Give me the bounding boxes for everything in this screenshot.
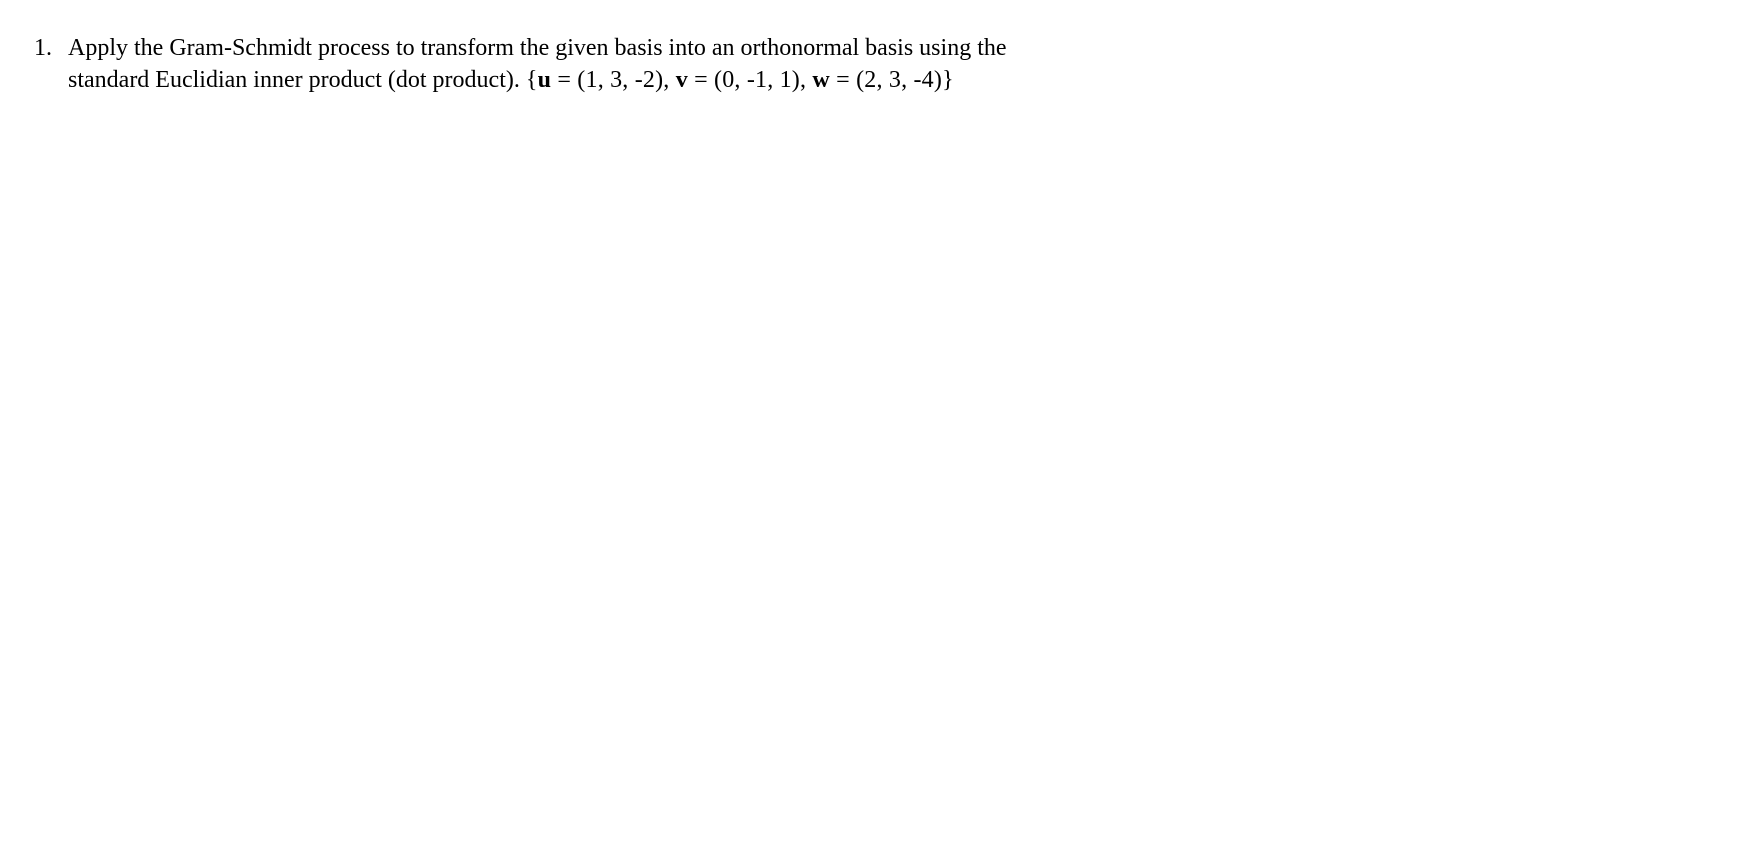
problem-text: Apply the Gram-Schmidt process to transf… — [68, 32, 1148, 97]
vector-v-value: = (0, -1, 1), — [688, 67, 813, 93]
problem-line1: Apply the Gram-Schmidt process to transf… — [68, 35, 1007, 61]
vector-u-value: = (1, 3, -2), — [551, 67, 676, 93]
vector-w-value: = (2, 3, -4) — [830, 67, 942, 93]
vector-v-label: v — [676, 67, 688, 93]
close-brace: } — [942, 67, 954, 93]
open-brace: { — [526, 67, 538, 93]
vector-u-label: u — [538, 67, 552, 93]
problem-line2-prefix: standard Euclidian inner product (dot pr… — [68, 67, 526, 93]
problem-item: 1. Apply the Gram-Schmidt process to tra… — [24, 32, 1725, 97]
vector-set: {u = (1, 3, -2), v = (0, -1, 1), w = (2,… — [526, 67, 954, 93]
problem-number: 1. — [24, 32, 68, 64]
vector-w-label: w — [812, 67, 830, 93]
